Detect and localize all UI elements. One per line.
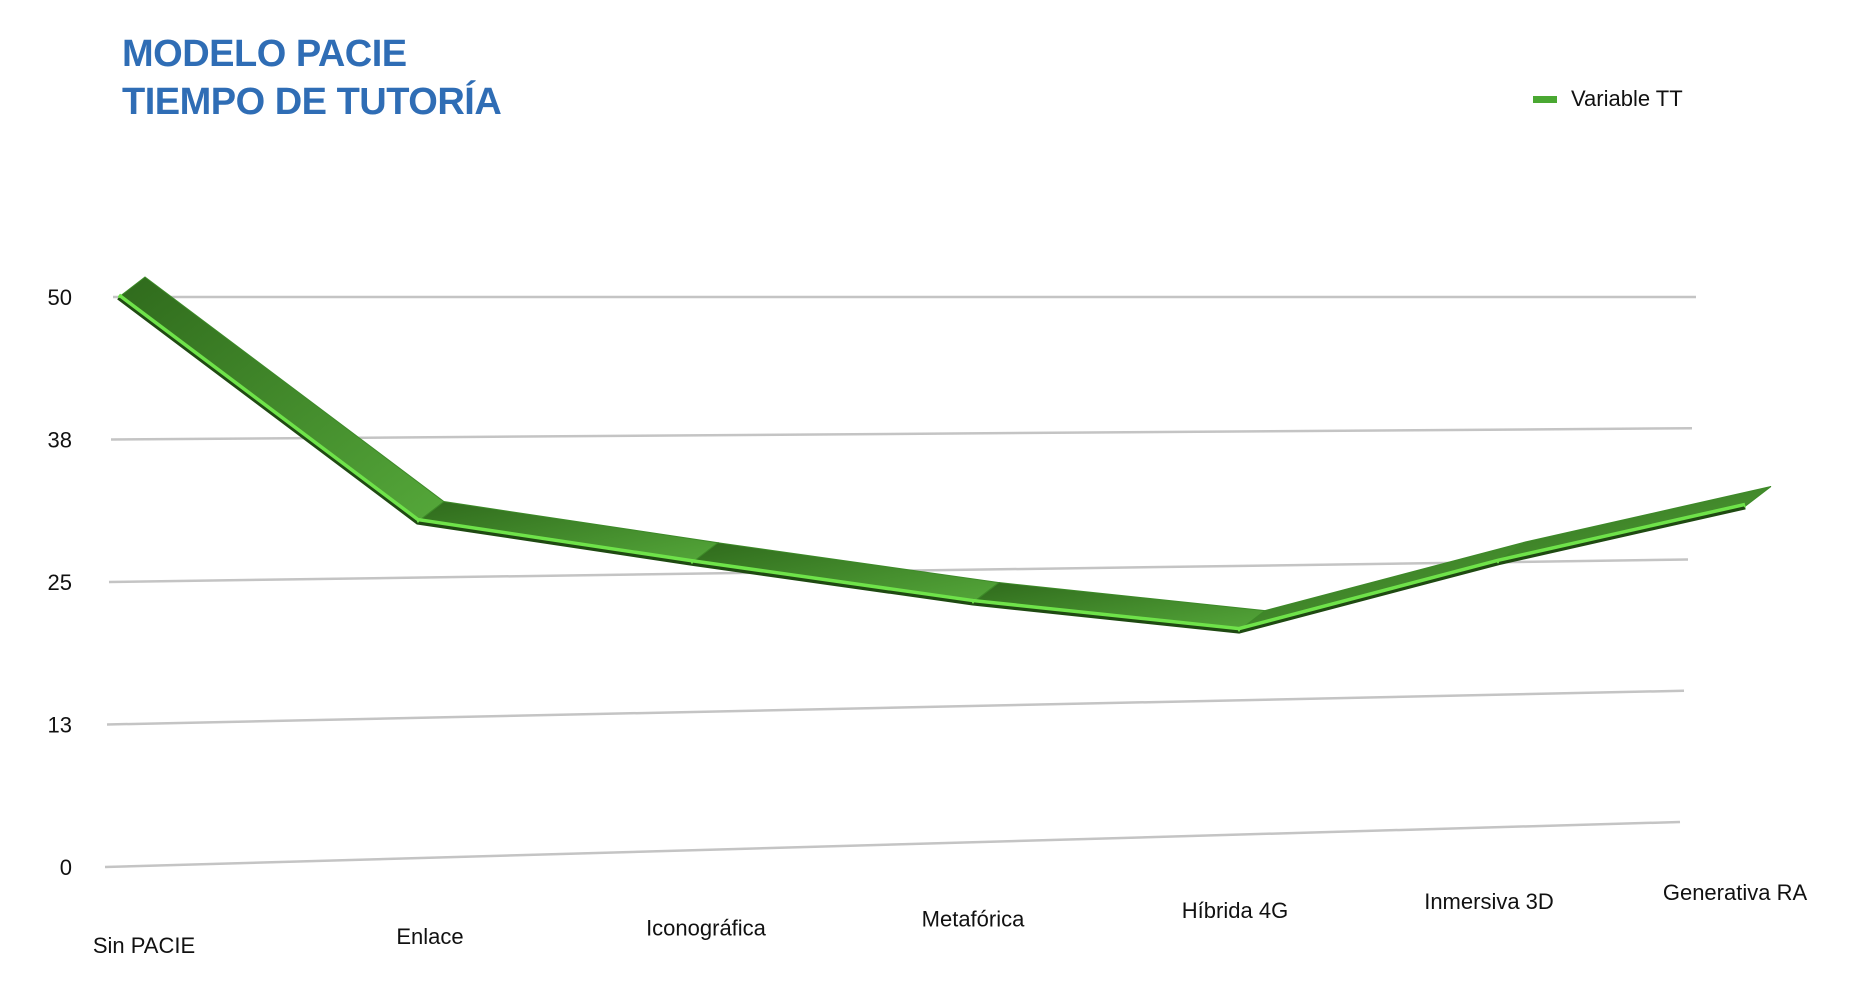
x-tick-label: Iconográfica — [646, 915, 767, 940]
data-point — [691, 561, 693, 564]
y-tick-label: 13 — [48, 713, 72, 738]
gridline — [104, 820, 1681, 869]
x-tick-label: Metafórica — [922, 907, 1025, 932]
data-point — [1744, 505, 1746, 508]
gridline — [110, 427, 1693, 441]
chart-title-line-2: TIEMPO DE TUTORÍA — [122, 81, 502, 123]
data-point — [1238, 629, 1240, 632]
x-tick-label: Inmersiva 3D — [1424, 889, 1554, 914]
x-tick-label: Sin PACIE — [93, 933, 195, 958]
ribbon-segment — [416, 501, 720, 564]
legend-label: Variable TT — [1571, 86, 1683, 111]
data-point — [972, 601, 974, 604]
x-tick-label: Enlace — [396, 924, 463, 949]
data-point — [1497, 561, 1499, 564]
x-tick-label: Generativa RA — [1663, 880, 1808, 905]
x-tick-label: Híbrida 4G — [1182, 898, 1288, 923]
chart-title: MODELO PACIE TIEMPO DE TUTORÍA — [122, 30, 502, 126]
gridline — [106, 689, 1685, 726]
legend: Variable TT — [1533, 86, 1683, 112]
data-point — [417, 520, 419, 523]
data-point — [118, 296, 120, 298]
y-tick-label: 38 — [48, 428, 72, 453]
y-tick-label: 0 — [60, 855, 72, 880]
ribbon-segment — [118, 276, 445, 523]
legend-swatch — [1533, 95, 1557, 103]
y-tick-label: 50 — [48, 285, 72, 310]
series-line — [117, 293, 1746, 631]
chart-title-line-1: MODELO PACIE — [122, 33, 407, 75]
y-tick-label: 25 — [48, 570, 72, 595]
